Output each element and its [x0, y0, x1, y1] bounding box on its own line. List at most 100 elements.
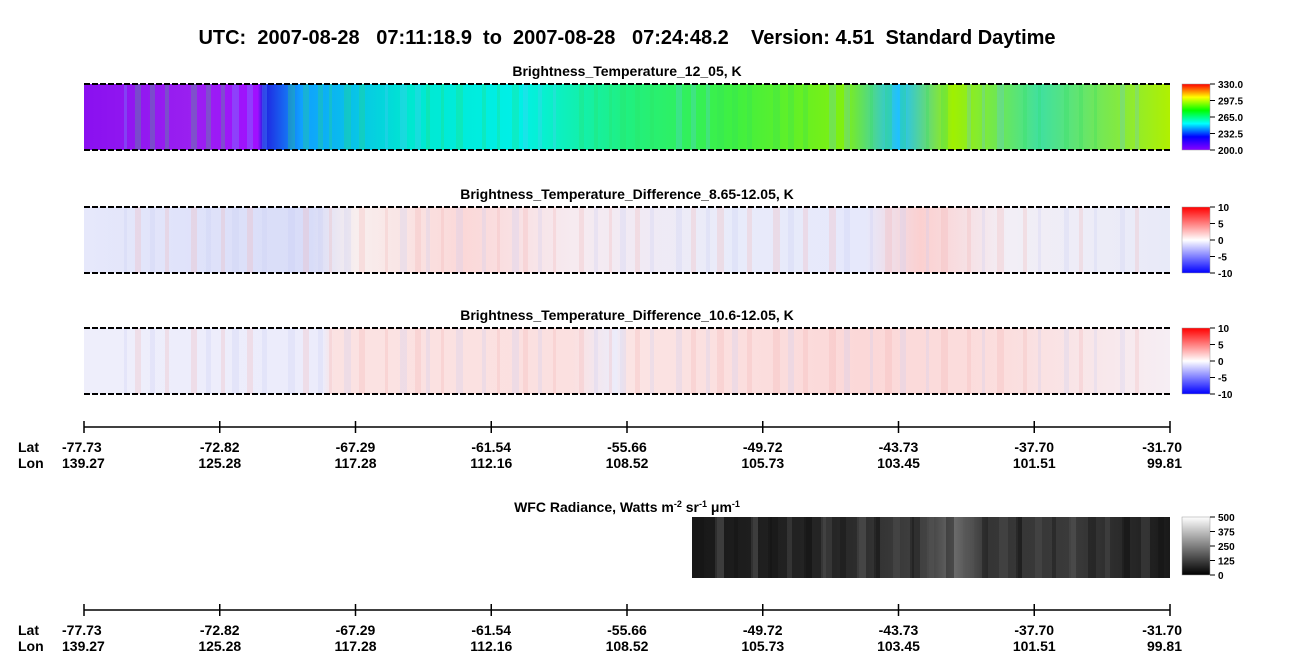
image-streak [732, 84, 738, 150]
image-streak [963, 517, 968, 578]
image-streak [870, 84, 873, 150]
colorbar [1181, 206, 1211, 274]
image-streak [1120, 207, 1125, 273]
image-streak [523, 328, 528, 394]
image-streak [803, 328, 808, 394]
image-streak [400, 328, 407, 394]
panel-image [84, 207, 1170, 273]
image-streak [997, 207, 1004, 273]
colorbar [1181, 516, 1211, 576]
image-streak [1135, 207, 1139, 273]
lon-value: 112.16 [470, 455, 512, 471]
image-streak [803, 84, 808, 150]
colorbar-label: 297.5 [1218, 97, 1243, 108]
image-streak [706, 328, 710, 394]
image-streak [426, 207, 430, 273]
lat-value: -49.72 [743, 622, 783, 638]
image-streak [124, 328, 127, 394]
colorbar-label: 375 [1218, 528, 1235, 539]
image-streak [620, 84, 626, 150]
image-streak [318, 207, 323, 273]
image-streak [385, 207, 388, 273]
colorbar-label: 500 [1218, 513, 1235, 524]
lat-value: -67.29 [336, 439, 376, 455]
image-streak [788, 207, 794, 273]
lat-value: -72.82 [200, 622, 240, 638]
lat-value: -43.73 [879, 622, 919, 638]
image-streak [1038, 328, 1041, 394]
lon-label: Lon [18, 455, 44, 471]
image-streak [788, 84, 794, 150]
image-streak [829, 207, 836, 273]
image-streak [553, 207, 556, 273]
image-streak [927, 517, 934, 578]
image-streak [844, 207, 850, 273]
lat-value: -37.70 [1014, 439, 1054, 455]
title-part: WFC Radiance, Watts m [514, 499, 674, 515]
image-streak [823, 517, 832, 578]
image-streak [803, 207, 808, 273]
superscript: -1 [732, 499, 740, 509]
image-streak [844, 84, 850, 150]
image-streak [997, 328, 1004, 394]
image-streak [441, 328, 444, 394]
image-streak [753, 517, 758, 578]
image-streak [206, 328, 211, 394]
image-streak [1094, 328, 1097, 394]
lat-label: Lat [18, 439, 39, 455]
lat-label: Lat [18, 622, 39, 638]
image-streak [303, 84, 309, 150]
image-streak [303, 207, 309, 273]
image-streak [650, 84, 654, 150]
image-streak [135, 328, 141, 394]
colorbar-label: -10 [1218, 269, 1233, 280]
image-streak [318, 328, 323, 394]
image-streak [997, 84, 1004, 150]
image-streak [751, 517, 758, 578]
image-streak [1064, 207, 1069, 273]
colorbar-label: 5 [1218, 341, 1224, 352]
image-streak [1079, 328, 1083, 394]
colorbar [1181, 327, 1211, 395]
image-streak [1038, 207, 1041, 273]
image-streak [1094, 84, 1097, 150]
image-streak [594, 84, 598, 150]
lat-value: -67.29 [336, 622, 376, 638]
image-streak [329, 328, 332, 394]
panel-image [84, 84, 1170, 150]
image-streak [1023, 84, 1027, 150]
image-streak [806, 517, 812, 578]
image-streak [650, 328, 654, 394]
colorbar-label: 330.0 [1218, 80, 1243, 91]
lat-value: -49.72 [743, 439, 783, 455]
image-streak [900, 328, 906, 394]
lat-value: -61.54 [471, 439, 511, 455]
lon-value: 101.51 [1013, 455, 1056, 471]
lon-value: 101.51 [1013, 638, 1056, 654]
image-streak [1124, 517, 1130, 578]
image-streak [840, 517, 846, 578]
image-streak [594, 328, 598, 394]
image-streak [441, 84, 444, 150]
lat-value: -43.73 [879, 439, 919, 455]
image-streak [747, 207, 752, 273]
image-streak [497, 207, 500, 273]
colorbar-label: -10 [1218, 390, 1233, 401]
image-streak [579, 207, 584, 273]
image-streak [1023, 207, 1027, 273]
image-streak [150, 328, 155, 394]
image-streak [717, 207, 724, 273]
image-streak [1094, 207, 1097, 273]
colorbar-label: 0 [1218, 357, 1224, 368]
image-streak [512, 84, 519, 150]
image-streak [676, 207, 682, 273]
image-streak [691, 207, 696, 273]
colorbar-label: 0 [1218, 571, 1224, 582]
image-streak [912, 517, 920, 578]
image-streak [553, 328, 556, 394]
image-streak [1069, 517, 1076, 578]
image-streak [400, 84, 407, 150]
image-streak [385, 84, 388, 150]
image-streak [874, 517, 880, 578]
image-streak [635, 207, 640, 273]
